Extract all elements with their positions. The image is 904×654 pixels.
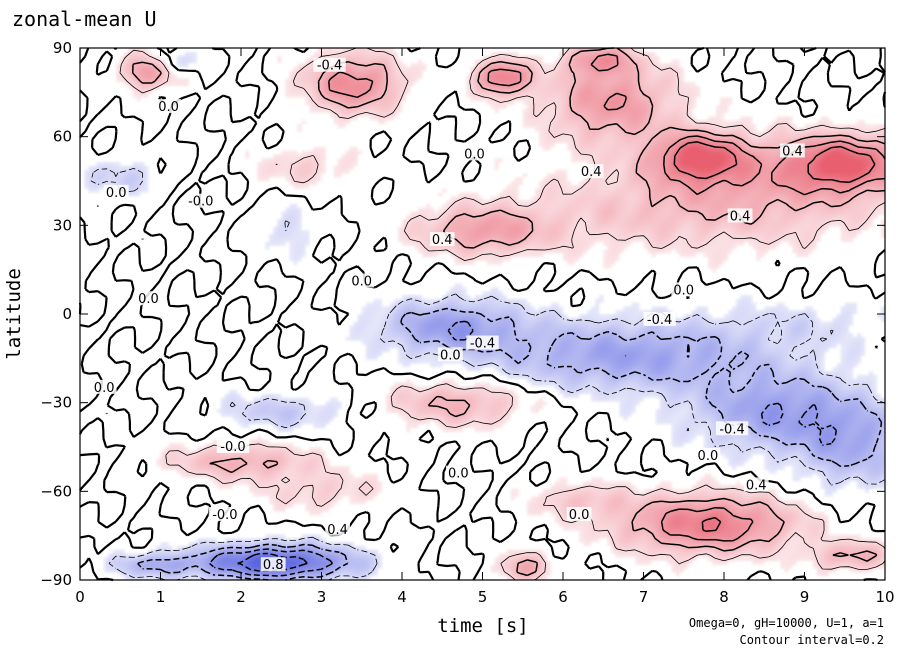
contour-label-bg [462, 146, 487, 161]
contour-label: -0.4 [719, 422, 744, 437]
contour-line [78, 46, 887, 582]
x-tick-label: 6 [558, 588, 568, 606]
contour-label-bg [260, 557, 286, 572]
x-tick-label: 1 [156, 588, 166, 606]
contour-label-bg [445, 465, 471, 480]
contour-label: -0.4 [647, 313, 672, 328]
contour-label: 0.4 [746, 478, 767, 493]
contour-label: 0.0 [448, 467, 469, 482]
contour-label-bg [643, 311, 676, 326]
contour-label: 0.4 [327, 523, 348, 538]
contour-line [131, 47, 886, 577]
contour-label-bg [566, 506, 592, 521]
contour-label-bg [325, 521, 350, 536]
contour-label-bg [208, 506, 242, 521]
heatmap-field [80, 48, 885, 580]
contour-label-bg [780, 143, 805, 158]
y-tick-label: 30 [53, 216, 72, 234]
y-tick-label: 90 [53, 39, 72, 57]
contour-labels: -0.40.00.0-0.00.00.40.40.40.40.00.00.0-0… [91, 57, 805, 573]
contour-label: 0.4 [432, 233, 453, 248]
contour-label: 0.0 [440, 348, 461, 363]
contour-label: 0.0 [698, 449, 719, 464]
x-tick-label: 8 [719, 588, 729, 606]
contour-line [209, 320, 838, 577]
contour-label-bg [349, 273, 375, 288]
y-tick-label: −30 [40, 394, 72, 412]
y-axis: 90 60 30 0 −30 −60 −90 [40, 39, 885, 589]
x-tick-label: 10 [875, 588, 894, 606]
y-tick-label: −60 [40, 482, 72, 500]
contour-label-bg [103, 184, 129, 199]
contour-label-bg [466, 335, 499, 350]
contour-label-bg [184, 193, 217, 208]
x-tick-label: 5 [478, 588, 488, 606]
x-axis: 0 1 2 3 4 5 6 7 8 9 10 [75, 48, 895, 606]
contour-label: 0.4 [730, 209, 751, 224]
x-tick-label: 7 [639, 588, 649, 606]
contour-line [328, 53, 886, 542]
contour-label: 0.4 [782, 144, 803, 159]
contour-label: 0.8 [263, 558, 284, 573]
contour-label-bg [437, 347, 463, 362]
contour-line [673, 141, 876, 532]
contour-label: 0.0 [94, 381, 115, 396]
y-tick-label: −90 [40, 571, 72, 589]
x-tick-label: 3 [317, 588, 327, 606]
contour-label: 0.0 [106, 186, 127, 201]
contour-label: -0.4 [470, 337, 495, 352]
contour-label: -0.4 [317, 59, 342, 74]
contour-label: 0.4 [581, 165, 602, 180]
contour-label: 0.0 [138, 292, 159, 307]
contour-label: 0.0 [464, 147, 485, 162]
x-tick-label: 0 [75, 588, 85, 606]
contour-interval-note: Contour interval=0.2 [740, 633, 885, 647]
contour-label: -0.0 [188, 195, 213, 210]
contour-label: -0.0 [212, 508, 237, 523]
y-axis-label: latitude [3, 268, 25, 360]
contour-label-bg [429, 232, 455, 247]
x-tick-label: 9 [800, 588, 810, 606]
y-tick-label: 60 [53, 128, 72, 146]
contour-label-bg [743, 477, 769, 492]
x-tick-label: 2 [236, 588, 246, 606]
contour-label-bg [715, 421, 749, 436]
contour-label-bg [578, 164, 604, 179]
contour-label-bg [695, 447, 721, 462]
contour-label-bg [91, 379, 117, 394]
contour-label-bg [727, 208, 753, 223]
chart-title: zonal-mean U [12, 7, 157, 31]
contour-label-bg [216, 439, 250, 453]
contour-label: 0.0 [673, 283, 694, 298]
y-tick-label: 0 [62, 305, 72, 323]
contour-label-bg [136, 291, 161, 306]
contour-line [119, 47, 886, 581]
parameter-note: Omega=0, gH=10000, U=1, a=1 [689, 616, 884, 630]
contour-label: 0.0 [569, 508, 590, 523]
contour-label-bg [313, 57, 346, 72]
contour-label: 0.0 [158, 100, 179, 115]
contour-label-bg [156, 99, 181, 114]
plot-area: -0.40.00.0-0.00.00.40.40.40.40.00.00.0-0… [78, 46, 887, 582]
x-tick-label: 4 [397, 588, 407, 606]
x-axis-label: time [s] [437, 615, 529, 637]
contour-label: 0.0 [351, 274, 372, 289]
contour-label-bg [671, 282, 697, 297]
contour-label: -0.0 [220, 440, 245, 455]
